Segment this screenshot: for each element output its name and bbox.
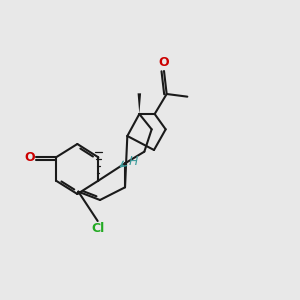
- Text: Cl: Cl: [91, 222, 104, 235]
- Text: O: O: [159, 56, 169, 69]
- Polygon shape: [138, 93, 141, 114]
- Text: O: O: [24, 151, 35, 164]
- Text: H: H: [129, 155, 138, 168]
